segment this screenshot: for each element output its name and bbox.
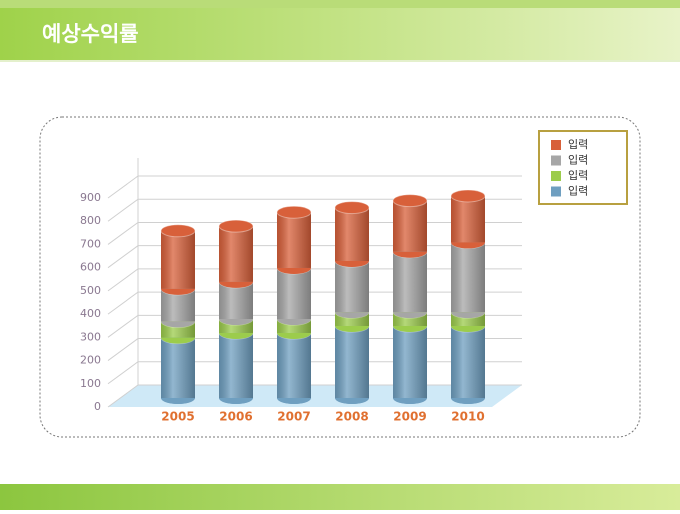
legend-swatch <box>551 140 561 150</box>
x-tick-label: 2008 <box>335 410 368 424</box>
x-tick-label: 2006 <box>219 410 252 424</box>
x-tick-label: 2010 <box>451 410 484 424</box>
x-tick-label: 2005 <box>161 410 194 424</box>
y-tick-label: 500 <box>80 284 101 297</box>
segment-bottom <box>451 398 485 404</box>
segment-bottom <box>161 398 195 404</box>
segment-bottom <box>335 260 369 267</box>
segment-top <box>450 189 486 203</box>
segment-bottom <box>219 281 253 288</box>
bar-shade <box>161 230 195 289</box>
header-line <box>0 60 680 62</box>
footer-bar <box>0 484 680 510</box>
segment-top <box>392 194 428 208</box>
segment-bottom <box>277 319 311 326</box>
bar-shade <box>451 326 485 398</box>
segment-bottom <box>393 326 427 333</box>
legend-label: 입력 <box>568 138 588 151</box>
segment-bottom <box>335 398 369 404</box>
bar-shade <box>277 267 311 320</box>
y-tick-label: 700 <box>80 237 101 250</box>
bar-shade <box>335 260 369 313</box>
slide-title: 예상수익률 <box>42 22 139 46</box>
x-tick-label: 2007 <box>277 410 310 424</box>
header-strip <box>0 0 680 8</box>
header-bar <box>0 0 680 60</box>
segment-bottom <box>161 288 195 295</box>
segment-bottom <box>393 251 427 258</box>
y-tick-label: 200 <box>80 354 101 367</box>
y-tick-label: 400 <box>80 307 101 320</box>
legend-swatch <box>551 155 561 166</box>
bar-shade <box>277 212 311 268</box>
bar-shade <box>393 251 427 313</box>
bar-shade <box>277 332 311 398</box>
segment-bottom <box>277 398 311 404</box>
bar-shade <box>451 195 485 243</box>
legend-label: 입력 <box>568 169 588 182</box>
y-tick-label: 900 <box>80 191 101 204</box>
segment-bottom <box>161 337 195 344</box>
segment-bottom <box>277 332 311 339</box>
y-tick-label: 600 <box>80 261 101 274</box>
bar-shade <box>219 332 253 398</box>
y-tick-label: 0 <box>94 400 101 413</box>
segment-bottom <box>335 312 369 319</box>
segment-bottom <box>161 321 195 328</box>
bar-shade <box>393 200 427 252</box>
bar-shade <box>335 207 369 261</box>
bar-shade <box>219 226 253 282</box>
segment-bottom <box>219 398 253 404</box>
segment-bottom <box>451 242 485 249</box>
x-tick-label: 2009 <box>393 410 426 424</box>
bar-shade <box>219 281 253 320</box>
segment-bottom <box>219 332 253 339</box>
y-tick-label: 800 <box>80 214 101 227</box>
segment-bottom <box>451 312 485 319</box>
bar-shade <box>451 242 485 313</box>
segment-bottom <box>335 326 369 333</box>
segment-top <box>218 219 254 233</box>
segment-bottom <box>451 326 485 333</box>
legend-label: 입력 <box>568 185 588 198</box>
bar-shade <box>393 326 427 398</box>
y-tick-label: 300 <box>80 330 101 343</box>
bar-shade <box>161 337 195 398</box>
chart-frame <box>39 116 641 438</box>
legend-label: 입력 <box>568 154 588 167</box>
segment-bottom <box>277 267 311 274</box>
legend-swatch <box>551 186 561 197</box>
segment-top <box>334 201 370 215</box>
y-tick-label: 100 <box>80 377 101 390</box>
segment-top <box>160 224 196 238</box>
segment-top <box>276 205 312 219</box>
segment-bottom <box>219 319 253 326</box>
legend-swatch <box>551 171 561 181</box>
segment-bottom <box>393 398 427 404</box>
segment-bottom <box>393 312 427 319</box>
bar-shade <box>335 326 369 398</box>
